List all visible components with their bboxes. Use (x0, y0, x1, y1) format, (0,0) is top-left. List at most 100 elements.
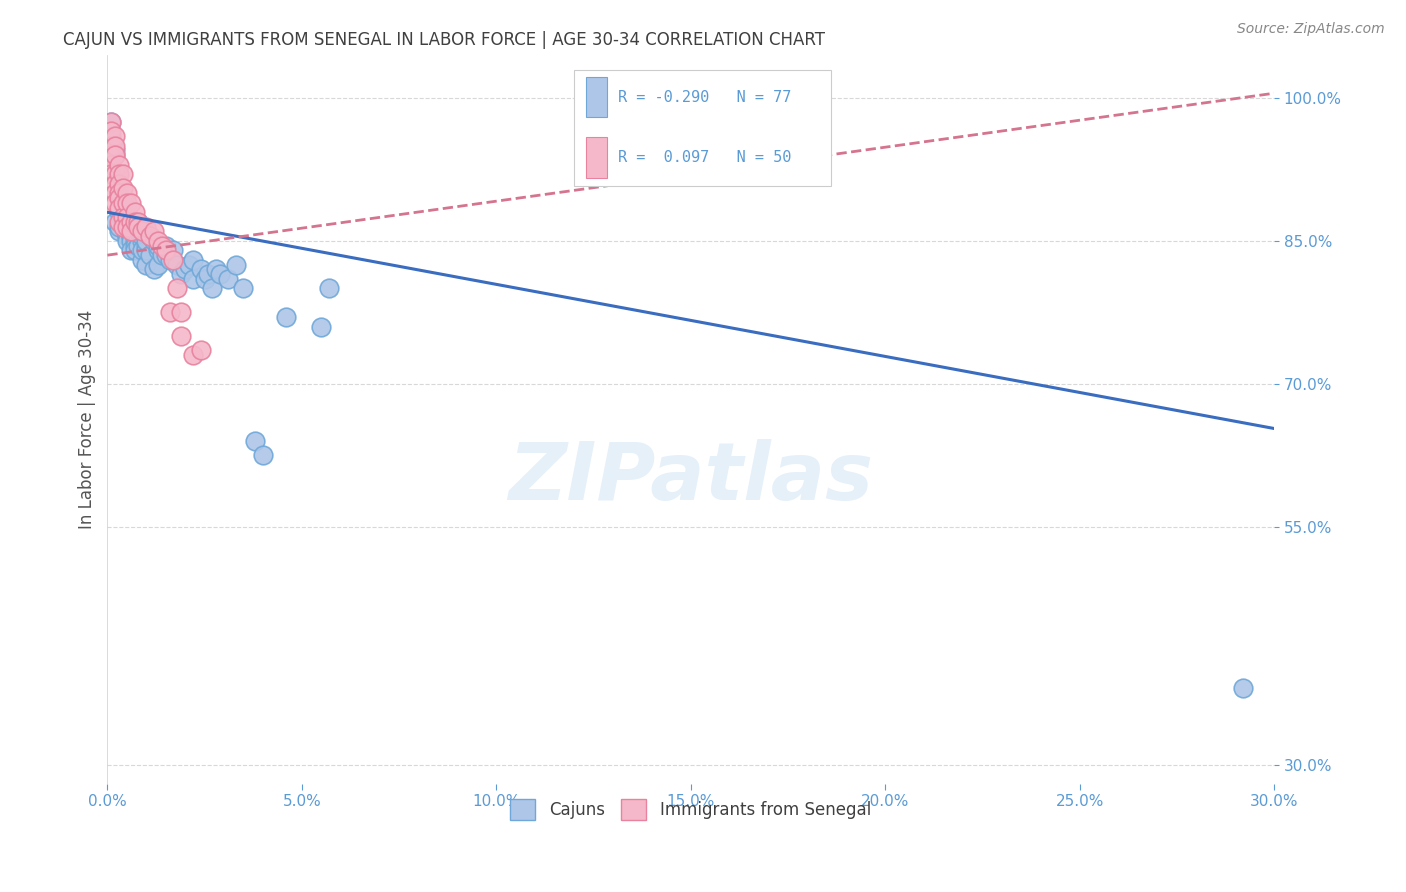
Point (108, 205, 131, 219)
Y-axis label: In Labor Force | Age 30-34: In Labor Force | Age 30-34 (79, 310, 96, 529)
Point (111, 215, 134, 229)
Point (115, 210, 138, 224)
Point (124, 215, 146, 229)
Point (139, 229, 162, 244)
Point (252, 448, 274, 462)
Point (181, 348, 204, 362)
Point (150, 238, 173, 252)
Point (120, 224, 142, 238)
Point (104, 195, 127, 210)
Point (111, 201, 134, 215)
Point (128, 224, 150, 238)
Point (115, 215, 138, 229)
Point (108, 158, 131, 172)
Point (100, 138, 122, 153)
Bar (574, 70, 831, 186)
Point (155, 248, 177, 262)
Point (155, 238, 177, 252)
Point (111, 210, 134, 224)
Point (120, 229, 142, 244)
Text: R = -0.290   N = 77: R = -0.290 N = 77 (619, 89, 792, 104)
Point (111, 167, 134, 181)
Bar (586, 77, 607, 117)
Point (104, 215, 127, 229)
Point (100, 115, 122, 129)
Point (159, 305, 181, 319)
Point (108, 177, 131, 191)
Point (108, 201, 131, 215)
Point (135, 219, 157, 234)
Point (197, 267, 219, 281)
Point (143, 262, 166, 277)
Point (177, 258, 200, 272)
Point (128, 215, 150, 229)
Point (108, 215, 131, 229)
Point (124, 224, 146, 238)
Point (104, 148, 127, 162)
Point (120, 229, 142, 244)
Point (143, 234, 166, 248)
Point (311, 319, 333, 334)
Point (209, 267, 232, 281)
Point (217, 272, 239, 286)
Point (201, 281, 224, 295)
Point (124, 229, 146, 244)
Point (115, 219, 138, 234)
Text: R =  0.097   N = 50: R = 0.097 N = 50 (619, 150, 792, 165)
Point (111, 215, 134, 229)
Point (243, 434, 266, 448)
Point (276, 310, 298, 324)
Point (100, 158, 122, 172)
Point (131, 244, 153, 258)
Legend: Cajuns, Immigrants from Senegal: Cajuns, Immigrants from Senegal (503, 793, 877, 826)
Point (108, 186, 131, 201)
Point (115, 215, 138, 229)
Point (162, 252, 184, 267)
Point (124, 234, 146, 248)
Point (131, 252, 153, 267)
Point (104, 186, 127, 201)
Bar (586, 137, 607, 178)
Point (100, 129, 122, 144)
Point (146, 234, 169, 248)
Point (174, 262, 197, 277)
Point (150, 248, 173, 262)
Point (190, 343, 212, 358)
Point (111, 219, 134, 234)
Text: Source: ZipAtlas.com: Source: ZipAtlas.com (1237, 22, 1385, 37)
Point (131, 234, 153, 248)
Point (111, 210, 134, 224)
Point (146, 244, 169, 258)
Point (115, 229, 138, 244)
Point (135, 238, 157, 252)
Point (128, 238, 150, 252)
Point (135, 244, 157, 258)
Point (108, 191, 131, 205)
Point (135, 234, 157, 248)
Point (194, 272, 217, 286)
Point (115, 224, 138, 238)
Point (115, 210, 138, 224)
Point (115, 229, 138, 244)
Point (181, 252, 204, 267)
Point (225, 258, 247, 272)
Point (318, 281, 340, 295)
Point (104, 129, 127, 144)
Point (108, 191, 131, 205)
Point (159, 252, 181, 267)
Point (100, 148, 122, 162)
Point (120, 244, 142, 258)
Point (190, 262, 212, 277)
Point (120, 215, 142, 229)
Point (170, 305, 193, 319)
Point (128, 215, 150, 229)
Point (139, 248, 162, 262)
Point (100, 167, 122, 181)
Point (131, 224, 153, 238)
Point (166, 258, 188, 272)
Point (166, 281, 188, 295)
Point (104, 148, 127, 162)
Point (124, 205, 146, 219)
Point (108, 219, 131, 234)
Point (115, 186, 138, 201)
